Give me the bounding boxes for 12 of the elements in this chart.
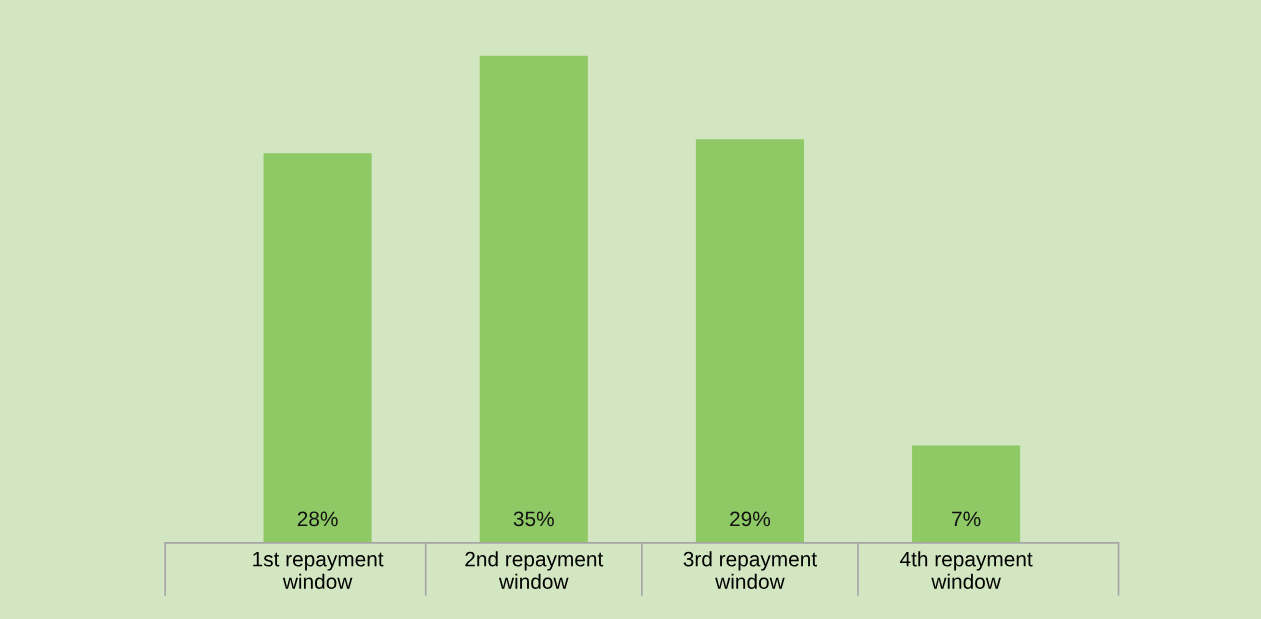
x-tick-label: 2nd repayment window xyxy=(465,551,604,589)
data-label: 28% xyxy=(297,511,338,527)
x-tick-label: 1st repayment window xyxy=(253,551,384,589)
x-tick-label: 4th repayment window xyxy=(900,551,1033,589)
bar xyxy=(695,139,804,543)
bar xyxy=(479,55,588,543)
bar xyxy=(263,153,372,543)
data-label: 29% xyxy=(730,511,771,527)
data-label: 7% xyxy=(952,511,981,527)
x-tick-label: 3rd repayment window xyxy=(683,551,817,589)
bar xyxy=(912,445,1021,543)
data-label: 35% xyxy=(513,511,554,527)
